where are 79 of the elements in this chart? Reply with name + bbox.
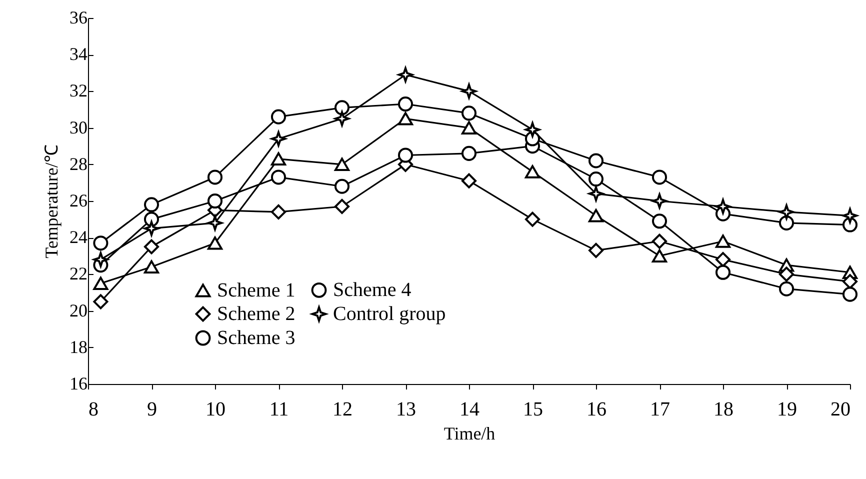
point [334, 178, 350, 194]
point [652, 249, 668, 263]
point [270, 170, 286, 185]
point [778, 215, 794, 230]
point [144, 260, 160, 274]
point [334, 158, 350, 172]
point [588, 242, 604, 258]
point [93, 294, 108, 310]
point [93, 236, 108, 251]
point [524, 165, 540, 178]
point [461, 106, 477, 121]
point [207, 193, 223, 209]
y-tick-label: 34 [70, 44, 88, 64]
point [461, 84, 477, 99]
x-tick-label: 18 [714, 398, 734, 420]
point [588, 153, 604, 168]
x-tick-label: 8 [88, 398, 98, 420]
point [524, 212, 540, 227]
x-tick-label: 14 [460, 398, 480, 420]
point [715, 234, 731, 248]
point [778, 281, 794, 296]
point [398, 148, 414, 163]
point [652, 214, 668, 229]
point [715, 264, 731, 280]
point [144, 197, 160, 212]
point [398, 112, 414, 126]
point [588, 208, 604, 222]
legend-label: Control group [333, 303, 446, 325]
x-tick-label: 9 [147, 398, 157, 420]
point [715, 252, 731, 268]
legend-label: Scheme 4 [333, 279, 412, 302]
point [461, 121, 477, 134]
y-tick-label: 20 [70, 300, 88, 320]
x-tick-label: 19 [777, 398, 797, 420]
point [588, 172, 604, 187]
point [842, 274, 858, 290]
point [461, 146, 477, 161]
point [334, 198, 350, 214]
y-tick-label: 22 [70, 264, 88, 284]
point [398, 96, 414, 112]
point [842, 286, 858, 302]
point [461, 173, 477, 188]
x-tick-label: 20 [830, 398, 850, 420]
y-tick-label: 18 [70, 336, 88, 357]
y-tick-label: 32 [70, 80, 88, 101]
legend-label: Scheme 1 [217, 280, 296, 302]
point [398, 67, 414, 82]
x-tick-label: 10 [206, 398, 226, 420]
x-tick-label: 13 [396, 398, 416, 420]
point [270, 131, 286, 146]
point [144, 239, 160, 254]
point [652, 193, 668, 209]
point [588, 186, 604, 202]
point [715, 198, 731, 214]
point [778, 266, 794, 282]
x-tick-label: 16 [586, 398, 606, 420]
x-tick-label: 12 [332, 398, 352, 420]
y-tick-label: 30 [70, 117, 88, 138]
legend-label: Scheme 3 [217, 327, 296, 349]
point [207, 236, 223, 250]
point [270, 204, 286, 220]
legend-label: Scheme 2 [217, 303, 296, 325]
point [207, 170, 223, 185]
y-tick-label: 24 [70, 227, 88, 248]
x-tick-label: 11 [269, 398, 289, 420]
y-axis-title: Temperature/℃ [42, 144, 62, 258]
point [270, 109, 286, 124]
x-axis-title: Time/h [444, 424, 496, 444]
point [652, 234, 668, 249]
point [334, 100, 350, 116]
x-tick-label: 17 [650, 398, 670, 420]
y-tick-label: 36 [70, 8, 88, 28]
point [93, 276, 108, 290]
point [270, 152, 286, 166]
y-tick-label: 28 [70, 154, 88, 174]
point [652, 170, 668, 185]
x-tick-label: 15 [523, 398, 543, 420]
y-tick-label: 26 [70, 190, 88, 210]
y-tick-label: 16 [70, 374, 88, 394]
